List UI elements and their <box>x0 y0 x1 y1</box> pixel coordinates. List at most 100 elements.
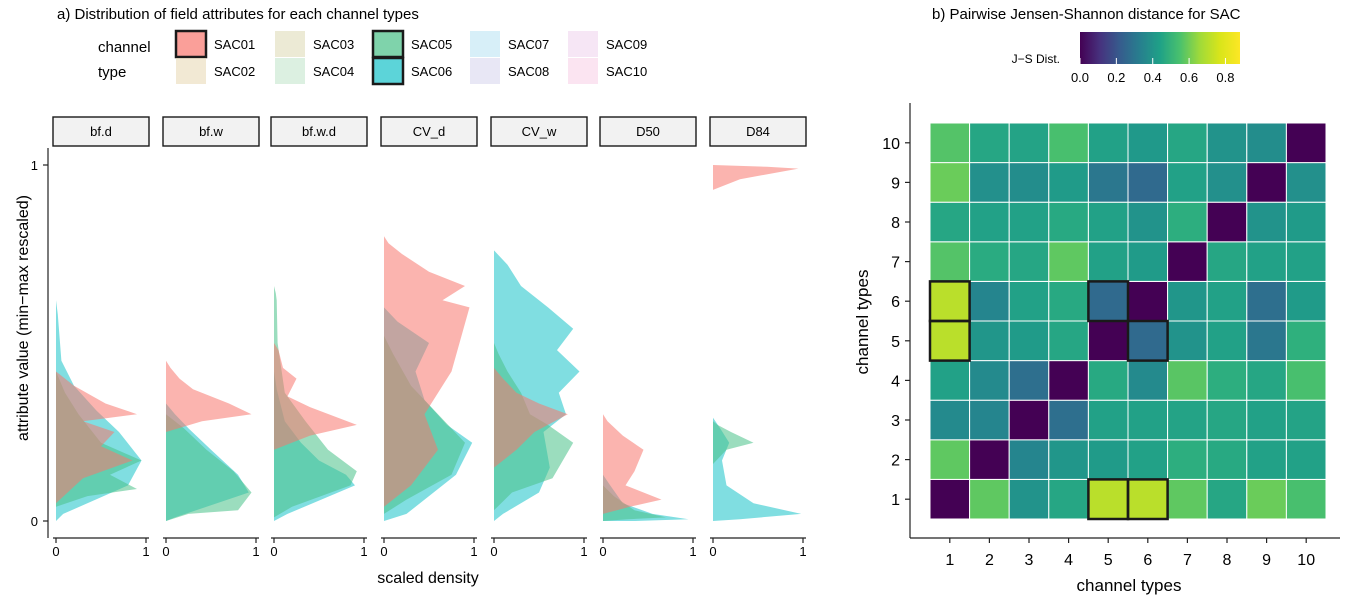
heatmap-cell-9-6 <box>1246 280 1287 322</box>
heatmap-cell-2-6 <box>969 280 1010 322</box>
y-tick-label-1: 1 <box>31 158 38 173</box>
heatmap-cell-10-10 <box>1285 122 1327 164</box>
heatmap-cell-6-5 <box>1127 320 1169 362</box>
facet-x-tick-label-0-0: 0 <box>52 544 59 559</box>
facet-strip-4 <box>490 116 588 147</box>
heatmap-y-tick-label-6: 6 <box>891 294 900 311</box>
heatmap-cell-8-10 <box>1206 122 1248 164</box>
heatmap-cell-2-3 <box>969 399 1010 441</box>
heatmap-cell-10-7 <box>1285 241 1327 282</box>
legend-label-sac01: SAC01 <box>214 37 255 52</box>
heatmap-cell-4-3 <box>1048 399 1089 441</box>
heatmap-cell-5-4 <box>1087 360 1129 401</box>
heatmap-x-tick-label-7: 7 <box>1183 552 1192 569</box>
heatmap-cell-1-3 <box>929 399 971 441</box>
legend-key-sac04 <box>275 58 305 84</box>
heatmap-cell-2-8 <box>969 201 1010 243</box>
heatmap-cell-4-10 <box>1048 122 1089 164</box>
facet-strip-label-3: CV_d <box>413 124 446 139</box>
heatmap-cell-8-9 <box>1206 162 1248 203</box>
legend-key-sac08 <box>470 58 500 84</box>
heatmap-cell-7-5 <box>1167 320 1208 362</box>
heatmap-cell-9-7 <box>1246 241 1287 282</box>
legend-label-sac03: SAC03 <box>313 37 354 52</box>
heatmap-y-tick-label-3: 3 <box>891 413 900 430</box>
density-sac05-bf-w <box>166 414 252 521</box>
heatmap-cell-6-10 <box>1127 122 1169 164</box>
heatmap-cell-10-2 <box>1285 439 1327 480</box>
legend-label-sac04: SAC04 <box>313 64 354 79</box>
heatmap-cell-1-9 <box>929 162 971 203</box>
heatmap-cell-10-6 <box>1285 280 1327 322</box>
heatmap-x-tick-label-2: 2 <box>985 552 994 569</box>
density-sac06-d84 <box>713 417 802 521</box>
heatmap-x-tick-label-8: 8 <box>1223 552 1232 569</box>
density-sac01-d50 <box>603 414 662 514</box>
heatmap-cell-9-10 <box>1246 122 1287 164</box>
density-sac01-cv-d <box>384 236 470 507</box>
heatmap-x-tick-label-6: 6 <box>1143 552 1152 569</box>
heatmap-y-tick-label-1: 1 <box>891 492 900 509</box>
heatmap-cell-2-1 <box>969 478 1010 520</box>
heatmap-cell-5-3 <box>1087 399 1129 441</box>
panel-a-title: a) Distribution of field attributes for … <box>57 6 419 23</box>
legend-title-line1: channel <box>98 39 151 56</box>
heatmap-cell-2-7 <box>969 241 1010 282</box>
heatmap-y-tick-label-7: 7 <box>891 255 900 272</box>
heatmap-highlight-1-6 <box>928 280 971 323</box>
y-axis-label: attribute value (min−max rescaled) <box>15 195 32 441</box>
colorbar-tick-label-4: 0.8 <box>1216 70 1234 85</box>
legend-title-line2: type <box>98 64 126 81</box>
heatmap-cell-7-1 <box>1167 478 1208 520</box>
colorbar <box>1080 32 1240 64</box>
facet-strip-label-6: D84 <box>746 124 770 139</box>
heatmap-cell-5-9 <box>1087 162 1129 203</box>
heatmap-cell-3-6 <box>1008 280 1050 322</box>
heatmap-x-tick-label-5: 5 <box>1104 552 1113 569</box>
legend-key-sac06 <box>371 56 405 86</box>
heatmap-cell-1-2 <box>929 439 971 480</box>
heatmap-cell-6-9 <box>1127 162 1169 203</box>
colorbar-ticks: 0.0 0.2 0.4 0.6 0.8 <box>1071 58 1234 85</box>
legend-key-sac03 <box>275 31 305 57</box>
heatmap-cell-7-8 <box>1167 201 1208 243</box>
panel-b: b) Pairwise Jensen-Shannon distance for … <box>853 6 1340 595</box>
heatmap-x-tick-label-3: 3 <box>1025 552 1034 569</box>
facet-x-tick-label-5-1: 1 <box>689 544 696 559</box>
legend-label-sac09: SAC09 <box>606 37 647 52</box>
heatmap-y-tick-label-10: 10 <box>882 136 900 153</box>
heatmap-cell-1-10 <box>929 122 971 164</box>
heatmap-cell-1-5 <box>929 320 971 362</box>
heatmap-cell-9-2 <box>1246 439 1287 480</box>
heatmap-cell-5-10 <box>1087 122 1129 164</box>
facet-strip-label-0: bf.d <box>90 124 112 139</box>
legend-label-sac06: SAC06 <box>411 64 452 79</box>
legend-key-sac09 <box>568 31 598 57</box>
heatmap-cell-7-6 <box>1167 280 1208 322</box>
heatmap-cell-6-7 <box>1127 241 1169 282</box>
legend-key-sac01 <box>174 29 208 59</box>
heatmap-cell-7-9 <box>1167 162 1208 203</box>
heatmap-cell-8-3 <box>1206 399 1248 441</box>
heatmap-cell-4-1 <box>1048 478 1089 520</box>
colorbar-tick-label-1: 0.2 <box>1107 70 1125 85</box>
heatmap-cell-5-6 <box>1087 280 1129 322</box>
density-sac01-bf-d <box>56 371 137 504</box>
facet-x-tick-label-2-0: 0 <box>270 544 277 559</box>
facet-strip-2 <box>270 116 368 147</box>
heatmap-cell-4-5 <box>1048 320 1089 362</box>
facet-strip-label-5: D50 <box>636 124 660 139</box>
heatmap-cell-3-8 <box>1008 201 1050 243</box>
heatmap-cell-10-4 <box>1285 360 1327 401</box>
facet-strip-label-2: bf.w.d <box>302 124 336 139</box>
facet-x-tick-label-5-0: 0 <box>599 544 606 559</box>
heatmap-cell-9-4 <box>1246 360 1287 401</box>
heatmap-cell-3-10 <box>1008 122 1050 164</box>
heatmap-y-tick-label-9: 9 <box>891 175 900 192</box>
heatmap-y-label: channel types <box>853 270 872 375</box>
heatmap-cell-6-6 <box>1127 280 1169 322</box>
heatmap-cell-1-4 <box>929 360 971 401</box>
heatmap-cell-3-2 <box>1008 439 1050 480</box>
facet-strip-5 <box>599 116 697 147</box>
density-sac05-bf-w-d <box>274 286 357 518</box>
